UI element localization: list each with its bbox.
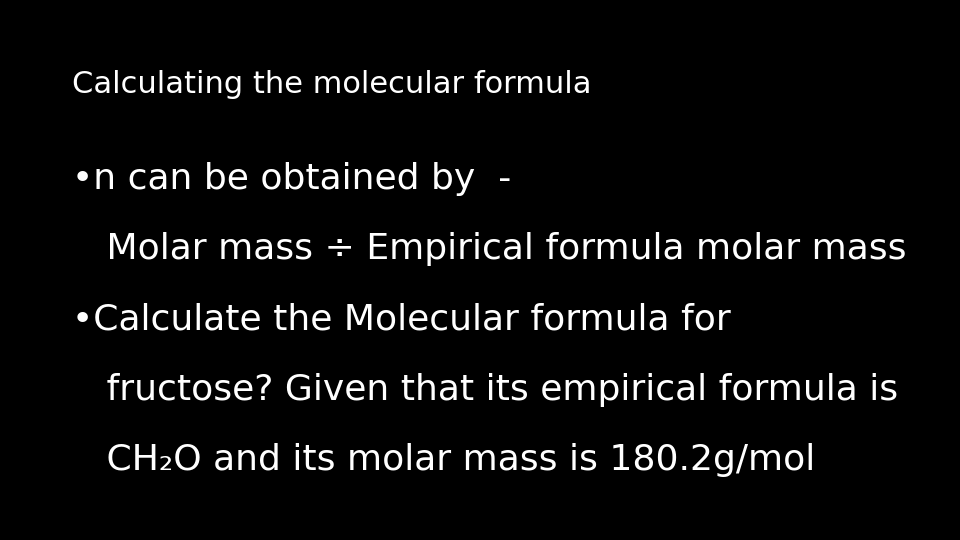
Text: Molar mass ÷ Empirical formula molar mass: Molar mass ÷ Empirical formula molar mas… (72, 232, 906, 266)
Text: CH₂O and its molar mass is 180.2g/mol: CH₂O and its molar mass is 180.2g/mol (72, 443, 815, 477)
Text: •n can be obtained by  -: •n can be obtained by - (72, 162, 512, 196)
Text: fructose? Given that its empirical formula is: fructose? Given that its empirical formu… (72, 373, 899, 407)
Text: Calculating the molecular formula: Calculating the molecular formula (72, 70, 591, 99)
Text: •Calculate the Molecular formula for: •Calculate the Molecular formula for (72, 302, 731, 336)
